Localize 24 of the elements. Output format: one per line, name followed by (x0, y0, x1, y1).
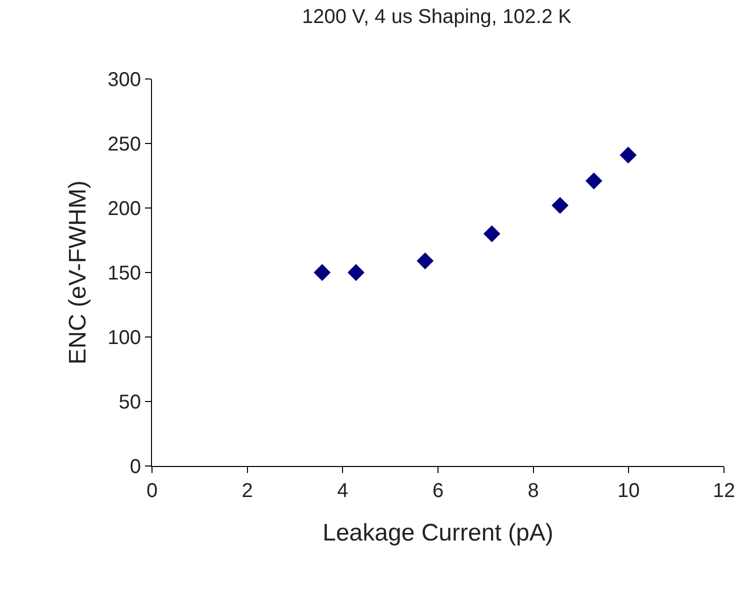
x-tick-label: 10 (618, 480, 640, 502)
y-tick-label: 100 (108, 327, 141, 349)
x-tick-label: 6 (432, 480, 444, 502)
x-tick-label: 8 (528, 480, 539, 502)
point (620, 146, 637, 164)
point (483, 225, 500, 242)
x-tick-label: 2 (242, 480, 253, 502)
point (552, 196, 568, 214)
y-tick-label: 50 (118, 392, 141, 414)
y-tick-label: 150 (108, 262, 141, 284)
y-tick-label: 250 (108, 134, 141, 156)
x-tick-label: 4 (337, 480, 348, 502)
y-tick-label: 300 (108, 69, 141, 91)
y-tick-label: 0 (130, 456, 141, 478)
x-axis-title: Leakage Current (pA) (322, 519, 554, 546)
chart-title: 1200 V, 4 us Shaping, 102.2 K (302, 6, 572, 28)
x-tick-label: 12 (712, 480, 736, 502)
point (314, 264, 331, 281)
x-tick-label: 0 (146, 480, 158, 502)
point (348, 264, 364, 281)
point (416, 252, 434, 270)
point (585, 172, 602, 190)
y-axis-title: ENC (eV-FWHM) (64, 180, 92, 364)
y-tick-label: 200 (108, 198, 141, 220)
